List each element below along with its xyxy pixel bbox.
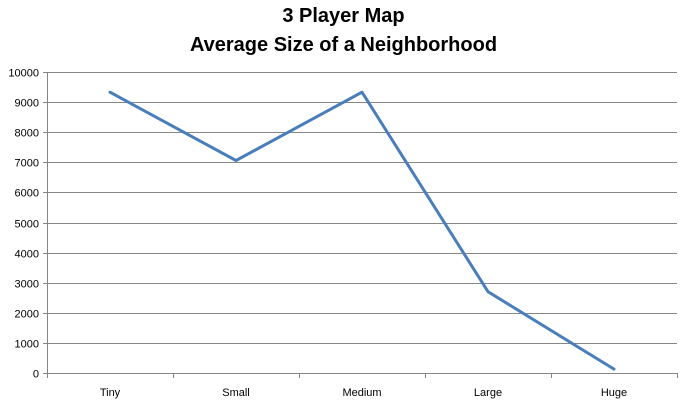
series-line-0 <box>108 90 616 371</box>
x-tick-label-medium: Medium <box>342 387 381 399</box>
y-tick-label-0: 0 <box>33 369 39 381</box>
x-tick-label-large: Large <box>474 387 502 399</box>
x-tick-labels: Tiny Small Medium Large Huge <box>100 387 627 399</box>
x-tick-label-small: Small <box>222 387 250 399</box>
y-tick-label-6000: 6000 <box>15 188 39 200</box>
gridlines <box>47 72 677 344</box>
y-tick-label-7000: 7000 <box>15 158 39 170</box>
y-tick-label-10000: 10000 <box>8 68 39 80</box>
axes <box>43 72 678 378</box>
y-tick-label-1000: 1000 <box>15 339 39 351</box>
y-tick-label-9000: 9000 <box>15 98 39 110</box>
series-lines <box>108 90 616 371</box>
y-tick-label-2000: 2000 <box>15 309 39 321</box>
y-tick-label-8000: 8000 <box>15 128 39 140</box>
y-tick-label-4000: 4000 <box>15 249 39 261</box>
chart-title-line-1: 3 Player Map <box>282 5 405 27</box>
chart-title-line-2: Average Size of a Neighborhood <box>189 34 498 56</box>
y-tick-labels: 0 1000 2000 3000 4000 5000 6000 7000 8000 9000 100… <box>8 68 39 381</box>
x-tick-label-huge: Huge <box>601 387 627 399</box>
x-tick-label-tiny: Tiny <box>100 387 121 399</box>
y-tick-label-5000: 5000 <box>15 219 39 231</box>
y-tick-label-3000: 3000 <box>15 279 39 291</box>
